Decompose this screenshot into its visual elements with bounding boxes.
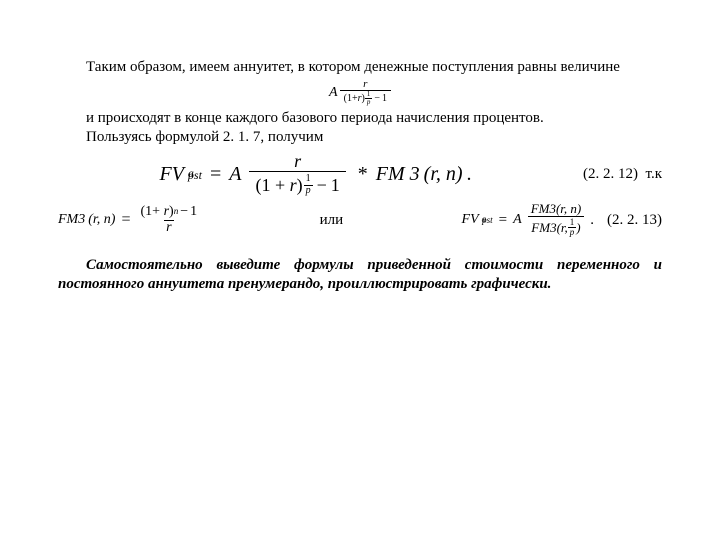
sym-A-big: A — [229, 162, 241, 187]
fraction-main-small: r (1+r)1p −1 — [340, 79, 391, 107]
task-paragraph: Самостоятельно выведите формулы приведен… — [58, 256, 662, 294]
equation-2-2-13: FVapst = A FM3(r, n) FM3(r, 1p) . (2. 2.… — [462, 202, 662, 238]
page: Таким образом, имеем аннуитет, в котором… — [0, 0, 720, 293]
eq-number-13: (2. 2. 13) — [597, 211, 662, 230]
word-or: или — [320, 211, 344, 230]
sym-eq: = — [210, 162, 221, 187]
sym-FV: FV — [159, 162, 183, 187]
sym-FM3b: FM3 — [58, 211, 85, 229]
fm3-fraction: (1+ r)n −1 r — [136, 205, 201, 235]
paragraph-intro: Таким образом, имеем аннуитет, в котором… — [58, 58, 662, 77]
sym-rn: (r, n) — [424, 162, 463, 187]
eq-number-12: (2. 2. 12) т.к — [573, 165, 662, 184]
sym-r: r — [363, 79, 367, 91]
paragraph-using-formula: Пользуясь формулой 2. 1. 7, получим — [58, 128, 662, 147]
fm3-definition: FM3(r, n) = (1+ r)n −1 r — [58, 205, 201, 235]
formula-annuity-payment: A r (1+r)1p −1 — [58, 79, 662, 107]
equation-2-2-12: FVapst = A r (1 + r)1p −1 * FM 3(r, n). … — [58, 152, 662, 196]
equation-row-13: FM3(r, n) = (1+ r)n −1 r или FVapst = A … — [58, 202, 662, 238]
sym-star: * — [358, 162, 368, 187]
fraction-fm3-ratio: FM3(r, n) FM3(r, 1p) — [528, 202, 585, 238]
sub-pst: pst — [188, 168, 202, 183]
sym-A: A — [329, 84, 338, 102]
fraction-big: r (1 + r)1p −1 — [249, 152, 345, 196]
eq12-body: FVapst = A r (1 + r)1p −1 * FM 3(r, n). — [58, 152, 573, 196]
sym-FM3: FM 3 — [376, 162, 420, 187]
paragraph-period-end: и происходят в конце каждого базового пе… — [58, 109, 662, 128]
